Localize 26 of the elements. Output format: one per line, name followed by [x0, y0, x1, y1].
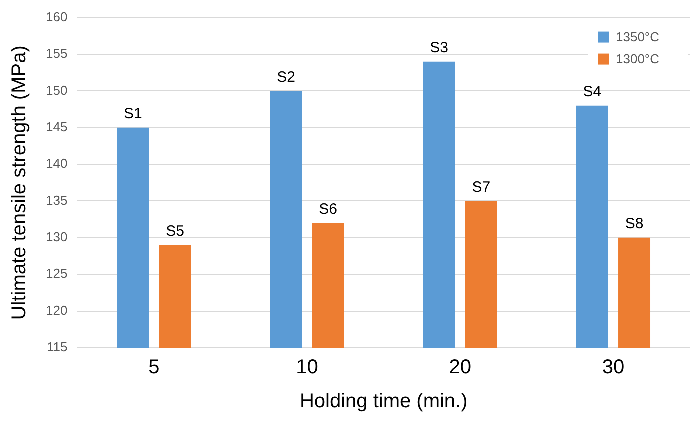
data-label: S7	[472, 178, 491, 196]
y-tick-label: 135	[46, 192, 68, 208]
y-tick-label: 130	[46, 230, 68, 245]
y-axis-title: Ultimate tensile strength (MPa)	[8, 46, 31, 320]
data-label: S5	[166, 222, 184, 240]
y-tick-label: 140	[46, 156, 68, 172]
data-label: S2	[277, 68, 296, 86]
data-label: S1	[124, 106, 142, 123]
y-tick-label: 150	[46, 82, 68, 98]
data-label: S4	[583, 83, 602, 100]
y-tick-label: 115	[46, 340, 68, 355]
data-label: S3	[430, 39, 449, 56]
x-tick-label: 30	[602, 356, 625, 379]
y-tick-label: 160	[46, 9, 68, 24]
x-axis-title: Holding time (min.)	[300, 390, 468, 413]
data-label: S6	[319, 200, 338, 218]
x-tick-label: 20	[449, 356, 472, 379]
data-label: S8	[625, 216, 644, 233]
legend-label: 1350°C	[616, 29, 660, 44]
legend-label: 1300°C	[616, 51, 660, 66]
x-tick-label: 10	[296, 356, 318, 379]
y-tick-label: 155	[46, 46, 68, 62]
y-tick-label: 125	[46, 266, 68, 282]
y-tick-label: 120	[46, 302, 68, 318]
y-tick-label: 145	[46, 119, 68, 134]
x-tick-label: 5	[148, 356, 160, 379]
